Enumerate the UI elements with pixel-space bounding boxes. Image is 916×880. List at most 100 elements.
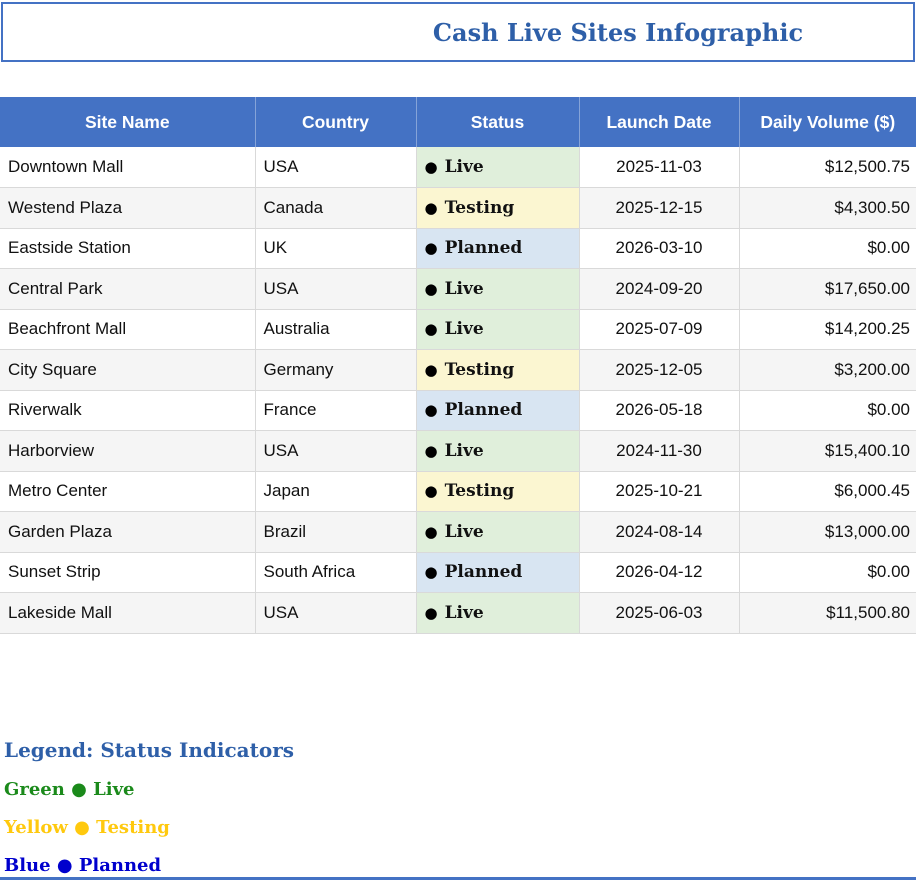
status-cell: ● Live	[416, 592, 580, 634]
status-bullet-icon: ●	[424, 522, 438, 541]
site-name-cell: City Square	[0, 349, 256, 391]
country-cell: Brazil	[255, 511, 417, 553]
site-name-cell: Metro Center	[0, 471, 256, 512]
status-cell: ● Testing	[416, 187, 580, 229]
status-label: Live	[444, 278, 484, 299]
daily-volume-cell: $14,200.25	[739, 309, 916, 350]
status-bullet-icon: ●	[424, 563, 438, 582]
status-label: Planned	[444, 238, 523, 259]
site-name-cell: Beachfront Mall	[0, 309, 256, 350]
table-row: Metro Center Japan ● Testing 2025-10-21 $6,00…	[0, 471, 916, 512]
status-label: Live	[444, 521, 484, 542]
daily-volume-cell: $3,200.00	[739, 349, 916, 391]
table-row: Garden Plaza Brazil ● Live 2024-08-14 $13,000…	[0, 511, 916, 553]
daily-volume-cell: $0.00	[739, 390, 916, 431]
status-cell: ● Live	[416, 147, 580, 188]
status-bullet-icon: ●	[424, 198, 438, 217]
title-box: Cash Live Sites Infographic	[1, 2, 915, 62]
table-row: Central Park USA ● Live 2024-09-20 $17,650.00	[0, 268, 916, 310]
daily-volume-cell: $15,400.10	[739, 430, 916, 472]
country-cell: South Africa	[255, 552, 417, 593]
status-bullet-icon: ●	[424, 360, 438, 379]
site-name-cell: Downtown Mall	[0, 147, 256, 188]
legend: Legend: Status Indicators Green ● Live Ye…	[0, 738, 916, 876]
page-title: Cash Live Sites Infographic	[432, 17, 804, 47]
launch-date-cell: 2026-05-18	[579, 390, 740, 431]
launch-date-cell: 2024-08-14	[579, 511, 740, 553]
launch-date-cell: 2026-04-12	[579, 552, 740, 593]
legend-item-testing: Yellow ● Testing	[4, 816, 170, 838]
site-name-cell: Central Park	[0, 268, 256, 310]
table-row: Eastside Station UK ● Planned 2026-03-10 $0.0…	[0, 228, 916, 269]
daily-volume-cell: $0.00	[739, 552, 916, 593]
country-cell: Australia	[255, 309, 417, 350]
daily-volume-cell: $12,500.75	[739, 147, 916, 188]
status-bullet-icon: ●	[424, 158, 438, 176]
status-label: Live	[444, 440, 484, 461]
country-cell: Germany	[255, 349, 417, 391]
country-cell: France	[255, 390, 417, 431]
table-header-row: Site Name Country Status Launch Date Dai…	[0, 97, 916, 147]
column-header-daily-volume: Daily Volume ($)	[738, 97, 916, 147]
status-cell: ● Live	[416, 309, 580, 350]
legend-heading: Legend: Status Indicators	[4, 737, 294, 762]
country-cell: USA	[255, 147, 417, 188]
column-header-site-name: Site Name	[0, 97, 255, 147]
status-label: Testing	[444, 481, 515, 502]
status-bullet-icon: ●	[424, 482, 438, 501]
table-row: Downtown Mall USA ● Live 2025-11-03 $12,500.7…	[0, 147, 916, 188]
table-row: City Square Germany ● Testing 2025-12-05 $3,2…	[0, 349, 916, 391]
column-header-country: Country	[254, 97, 416, 147]
launch-date-cell: 2025-12-05	[579, 349, 740, 391]
country-cell: Japan	[255, 471, 417, 512]
status-label: Testing	[444, 197, 515, 218]
daily-volume-cell: $6,000.45	[739, 471, 916, 512]
daily-volume-cell: $0.00	[739, 228, 916, 269]
status-cell: ● Live	[416, 268, 580, 310]
daily-volume-cell: $11,500.80	[739, 592, 916, 634]
status-label: Planned	[444, 562, 523, 583]
daily-volume-cell: $13,000.00	[739, 511, 916, 553]
country-cell: USA	[255, 268, 417, 310]
launch-date-cell: 2025-11-03	[579, 147, 740, 188]
status-label: Live	[444, 602, 484, 623]
status-cell: ● Planned	[416, 390, 580, 431]
country-cell: USA	[255, 592, 417, 634]
status-cell: ● Planned	[416, 552, 580, 593]
table-row: Riverwalk France ● Planned 2026-05-18 $0.00	[0, 390, 916, 431]
status-cell: ● Testing	[416, 471, 580, 512]
daily-volume-cell: $17,650.00	[739, 268, 916, 310]
legend-item-planned: Blue ● Planned	[4, 854, 162, 876]
status-bullet-icon: ●	[424, 603, 438, 622]
status-bullet-icon: ●	[424, 279, 438, 298]
launch-date-cell: 2024-09-20	[579, 268, 740, 310]
status-label: Live	[444, 319, 484, 340]
site-name-cell: Lakeside Mall	[0, 592, 256, 634]
table-row: Westend Plaza Canada ● Testing 2025-12-15 $4,…	[0, 187, 916, 229]
daily-volume-cell: $4,300.50	[739, 187, 916, 229]
launch-date-cell: 2025-06-03	[579, 592, 740, 634]
site-name-cell: Westend Plaza	[0, 187, 256, 229]
status-cell: ● Planned	[416, 228, 580, 269]
site-name-cell: Sunset Strip	[0, 552, 256, 593]
sites-table: Site Name Country Status Launch Date Dai…	[0, 97, 916, 634]
launch-date-cell: 2025-07-09	[579, 309, 740, 350]
table-row: Harborview USA ● Live 2024-11-30 $15,400.10	[0, 430, 916, 472]
site-name-cell: Harborview	[0, 430, 256, 472]
launch-date-cell: 2024-11-30	[579, 430, 740, 472]
site-name-cell: Garden Plaza	[0, 511, 256, 553]
status-label: Testing	[444, 359, 515, 380]
launch-date-cell: 2026-03-10	[579, 228, 740, 269]
status-bullet-icon: ●	[424, 239, 438, 258]
table-row: Sunset Strip South Africa ● Planned 2026-04-…	[0, 552, 916, 593]
country-cell: Canada	[255, 187, 417, 229]
country-cell: USA	[255, 430, 417, 472]
launch-date-cell: 2025-10-21	[579, 471, 740, 512]
status-label: Planned	[444, 400, 523, 421]
status-bullet-icon: ●	[424, 401, 438, 420]
legend-item-live: Green ● Live	[4, 778, 135, 800]
status-bullet-icon: ●	[424, 320, 438, 339]
status-bullet-icon: ●	[424, 441, 438, 460]
status-label: Live	[444, 157, 484, 177]
table-row: Lakeside Mall USA ● Live 2025-06-03 $11,500.8…	[0, 592, 916, 634]
